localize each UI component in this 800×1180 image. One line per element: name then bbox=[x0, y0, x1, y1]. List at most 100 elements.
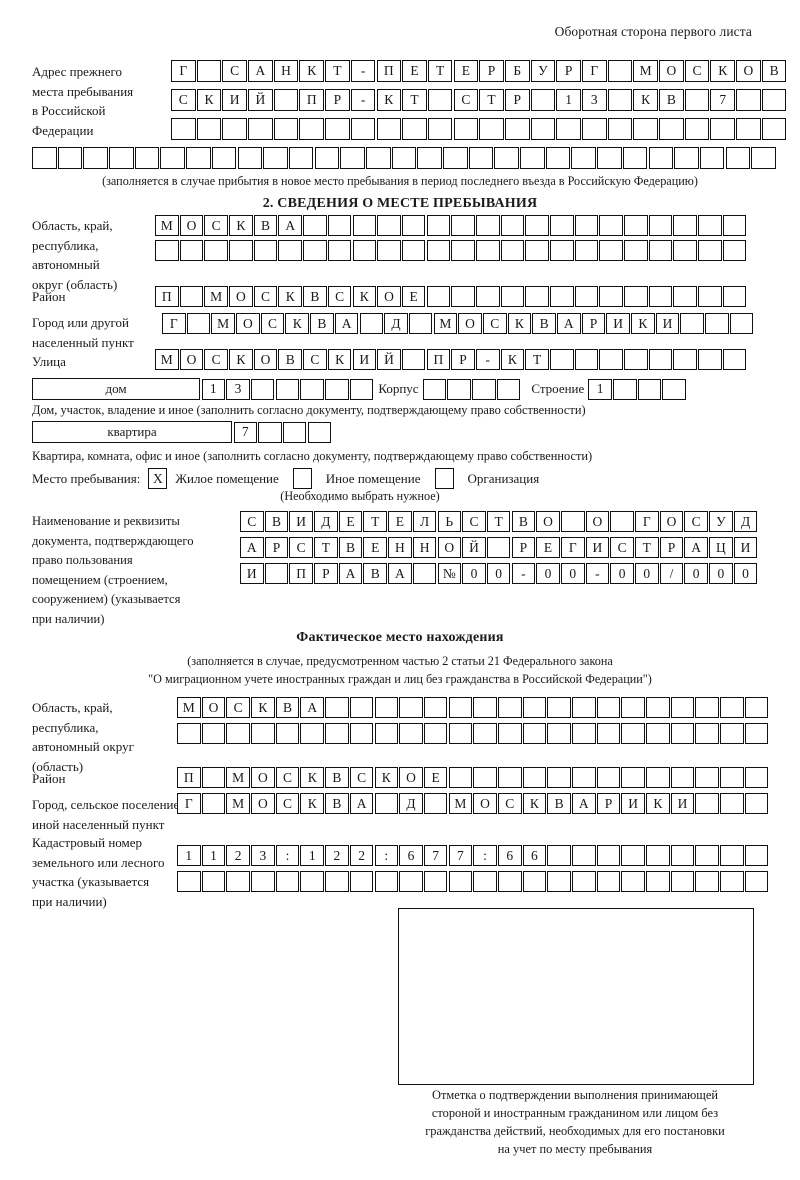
char-cell[interactable] bbox=[447, 378, 471, 400]
char-cell[interactable]: А bbox=[334, 313, 359, 334]
char-cell[interactable]: К bbox=[522, 793, 547, 814]
char-cell[interactable] bbox=[572, 697, 596, 718]
char-cell[interactable]: М bbox=[204, 286, 228, 307]
char-cell[interactable] bbox=[705, 313, 729, 334]
char-cell[interactable]: Т bbox=[486, 511, 511, 532]
char-cell[interactable] bbox=[201, 871, 226, 892]
char-cell[interactable] bbox=[596, 871, 621, 892]
char-cell[interactable] bbox=[376, 118, 402, 140]
char-cell[interactable] bbox=[32, 147, 57, 169]
char-cell[interactable] bbox=[377, 240, 401, 261]
char-cell[interactable]: С bbox=[482, 313, 507, 334]
char-cell[interactable]: С bbox=[684, 60, 710, 82]
char-cell[interactable] bbox=[160, 147, 186, 169]
char-cell[interactable] bbox=[736, 118, 761, 140]
char-cell[interactable] bbox=[399, 723, 423, 744]
char-cell[interactable] bbox=[599, 286, 623, 307]
char-cell[interactable]: М bbox=[155, 349, 179, 370]
char-cell[interactable]: А bbox=[278, 215, 303, 236]
char-cell[interactable] bbox=[670, 845, 695, 866]
char-cell[interactable] bbox=[722, 240, 747, 261]
char-cell[interactable] bbox=[57, 147, 83, 169]
char-cell[interactable] bbox=[196, 60, 222, 82]
char-cell[interactable]: Г bbox=[171, 60, 196, 82]
char-cell[interactable] bbox=[300, 723, 325, 744]
char-cell[interactable] bbox=[597, 147, 622, 169]
char-cell[interactable]: С bbox=[253, 286, 278, 307]
char-cell[interactable] bbox=[264, 563, 289, 584]
char-cell[interactable] bbox=[624, 215, 648, 236]
char-cell[interactable] bbox=[423, 723, 448, 744]
char-cell[interactable]: К bbox=[196, 89, 222, 111]
char-cell[interactable]: В bbox=[325, 793, 349, 814]
char-cell[interactable]: К bbox=[299, 60, 325, 82]
char-cell[interactable] bbox=[349, 378, 374, 400]
char-cell[interactable]: И bbox=[733, 537, 758, 558]
char-cell[interactable]: Р bbox=[325, 89, 350, 111]
char-cell[interactable] bbox=[451, 240, 475, 261]
char-cell[interactable] bbox=[377, 215, 401, 236]
char-cell[interactable] bbox=[720, 767, 744, 788]
char-cell[interactable] bbox=[443, 147, 468, 169]
char-cell[interactable]: - bbox=[585, 563, 610, 584]
char-cell[interactable] bbox=[359, 313, 384, 334]
char-cell[interactable] bbox=[448, 697, 473, 718]
char-cell[interactable] bbox=[177, 723, 201, 744]
char-cell[interactable]: 0 bbox=[635, 563, 659, 584]
char-cell[interactable]: 0 bbox=[709, 563, 733, 584]
char-cell[interactable]: О bbox=[251, 767, 275, 788]
char-cell[interactable]: О bbox=[179, 349, 204, 370]
char-cell[interactable] bbox=[426, 215, 451, 236]
char-cell[interactable] bbox=[621, 845, 645, 866]
char-cell[interactable]: С bbox=[453, 89, 479, 111]
char-cell[interactable] bbox=[599, 349, 623, 370]
char-cell[interactable]: С bbox=[349, 767, 374, 788]
char-cell[interactable] bbox=[744, 697, 769, 718]
char-cell[interactable]: Н bbox=[273, 60, 299, 82]
char-cell[interactable] bbox=[621, 767, 645, 788]
char-cell[interactable] bbox=[471, 378, 496, 400]
char-cell[interactable]: Л bbox=[412, 511, 437, 532]
char-cell[interactable] bbox=[520, 147, 545, 169]
char-cell[interactable] bbox=[399, 697, 423, 718]
char-cell[interactable] bbox=[226, 871, 250, 892]
char-cell[interactable]: У bbox=[530, 60, 556, 82]
char-cell[interactable]: В bbox=[532, 313, 556, 334]
char-cell[interactable] bbox=[744, 723, 769, 744]
char-cell[interactable] bbox=[473, 871, 497, 892]
char-cell[interactable] bbox=[545, 147, 571, 169]
char-cell[interactable]: К bbox=[376, 89, 402, 111]
char-cell[interactable] bbox=[504, 118, 530, 140]
char-cell[interactable] bbox=[300, 378, 324, 400]
char-cell[interactable] bbox=[673, 286, 698, 307]
char-cell[interactable]: С bbox=[684, 511, 708, 532]
char-cell[interactable] bbox=[391, 147, 417, 169]
char-cell[interactable] bbox=[550, 286, 574, 307]
char-cell[interactable] bbox=[599, 215, 623, 236]
char-cell[interactable] bbox=[401, 349, 426, 370]
char-cell[interactable]: И bbox=[240, 563, 264, 584]
char-cell[interactable] bbox=[530, 118, 556, 140]
char-cell[interactable]: А bbox=[248, 60, 273, 82]
char-cell[interactable]: А bbox=[684, 537, 708, 558]
char-cell[interactable]: А bbox=[572, 793, 596, 814]
region-row-2[interactable] bbox=[155, 240, 748, 261]
char-cell[interactable] bbox=[698, 215, 722, 236]
char-cell[interactable] bbox=[412, 563, 437, 584]
char-cell[interactable]: В bbox=[278, 349, 303, 370]
char-cell[interactable]: В bbox=[275, 697, 300, 718]
char-cell[interactable]: Р bbox=[596, 793, 621, 814]
char-cell[interactable] bbox=[633, 118, 658, 140]
char-cell[interactable]: 0 bbox=[462, 563, 486, 584]
char-cell[interactable]: 3 bbox=[226, 378, 250, 400]
char-cell[interactable]: М bbox=[177, 697, 201, 718]
char-cell[interactable]: О bbox=[536, 511, 560, 532]
char-cell[interactable] bbox=[547, 767, 571, 788]
char-cell[interactable]: 0 bbox=[684, 563, 708, 584]
char-cell[interactable]: 0 bbox=[486, 563, 511, 584]
char-cell[interactable] bbox=[596, 723, 621, 744]
